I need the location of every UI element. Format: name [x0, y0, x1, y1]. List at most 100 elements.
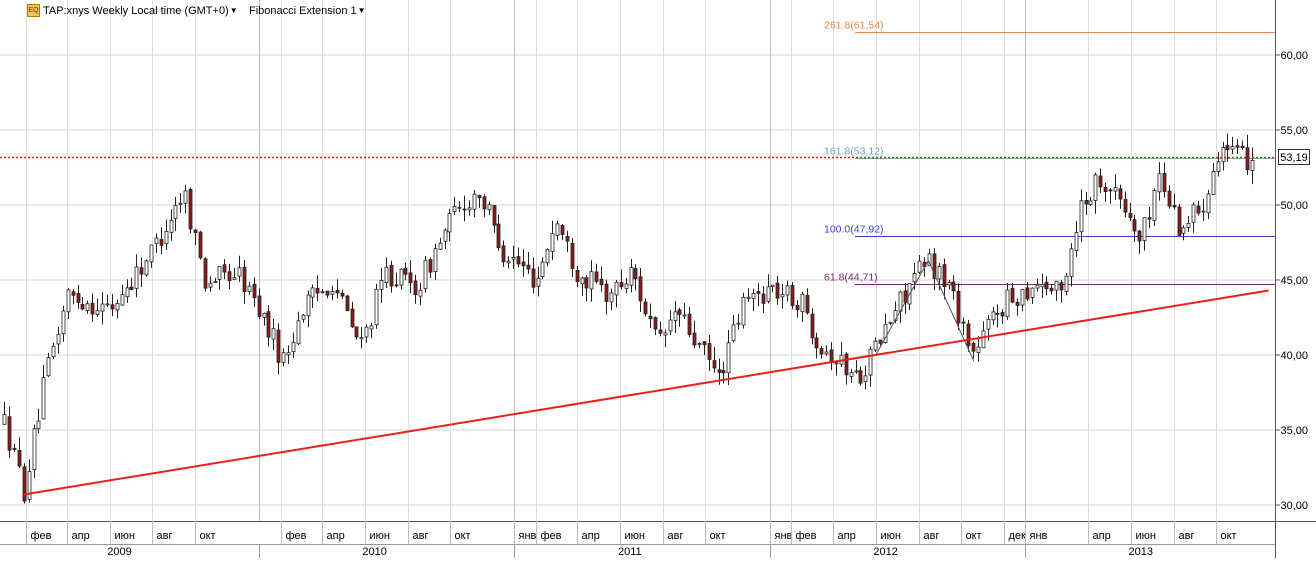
candle-up	[379, 280, 384, 290]
candle-up	[736, 322, 741, 325]
candle-down	[482, 196, 487, 210]
candle-down	[1132, 219, 1137, 232]
candle-up	[1054, 280, 1059, 291]
year-label: 2010	[362, 546, 386, 558]
candle-up	[883, 324, 888, 343]
candle-up	[1088, 200, 1093, 206]
candle-down	[428, 259, 433, 273]
candle-down	[692, 332, 697, 346]
candle-down	[717, 369, 722, 373]
x-tick-label: окт	[200, 530, 216, 542]
fib-level-label: 61.8(44,71)	[824, 272, 878, 284]
candle-up	[863, 375, 868, 383]
candle-up	[56, 333, 61, 345]
candle-up	[1186, 222, 1191, 228]
candle-down	[526, 264, 531, 270]
candle-down	[844, 353, 849, 376]
candle-up	[726, 342, 731, 374]
candle-up	[217, 266, 222, 280]
candle-up	[61, 310, 66, 335]
x-tick-label: авг	[413, 530, 429, 542]
candle-down	[810, 313, 815, 339]
candle-up	[27, 471, 32, 500]
candle-up	[51, 345, 56, 358]
candle-up	[1093, 174, 1098, 201]
symbol-dropdown-icon[interactable]: ▼	[229, 6, 238, 15]
candle-down	[1225, 145, 1230, 151]
candle-down	[951, 281, 956, 292]
candle-up	[580, 277, 585, 285]
candle-up	[144, 260, 149, 276]
y-tick-label: 60,00	[1280, 50, 1308, 62]
candle-down	[252, 283, 257, 299]
candle-up	[296, 320, 301, 345]
year-label: 2013	[1129, 546, 1153, 558]
candle-down	[819, 348, 824, 355]
candle-up	[306, 294, 311, 317]
candle-up	[1191, 204, 1196, 223]
candle-down	[242, 266, 247, 292]
candle-down	[1044, 281, 1049, 290]
candle-up	[981, 330, 986, 349]
candle-down	[594, 271, 599, 282]
candle-up	[310, 287, 315, 298]
y-tick-label: 30,00	[1280, 500, 1308, 512]
x-tick-label: окт	[710, 530, 726, 542]
x-tick-label: июн	[625, 530, 645, 542]
candle-down	[1147, 217, 1152, 220]
candle-down	[829, 349, 834, 363]
candle-up	[247, 285, 252, 293]
candle-down	[413, 280, 418, 296]
candle-down	[560, 225, 565, 235]
candles	[2, 133, 1255, 504]
candle-down	[7, 416, 12, 451]
candle-up	[46, 357, 51, 377]
candle-up	[1201, 210, 1206, 213]
candle-up	[457, 206, 462, 209]
candle-up	[746, 296, 751, 299]
candle-up	[1074, 232, 1079, 251]
candle-up	[330, 291, 335, 295]
x-tick-label: авг	[157, 530, 173, 542]
candle-up	[986, 319, 991, 330]
candle-down	[345, 295, 350, 312]
symbol-header[interactable]: EQ TAP:xnys Weekly Local time (GMT+0) ▼	[27, 3, 238, 18]
candle-down	[90, 303, 95, 315]
candle-up	[668, 319, 673, 332]
candle-down	[1015, 301, 1020, 306]
candle-up	[1152, 190, 1157, 221]
candle-down	[1010, 287, 1015, 303]
candle-up	[1230, 146, 1235, 150]
candle-down	[604, 283, 609, 302]
study-header[interactable]: Fibonacci Extension 1 ▼	[249, 3, 366, 18]
candle-down	[129, 286, 134, 291]
candle-down	[756, 291, 761, 294]
candle-up	[589, 271, 594, 290]
candle-down	[17, 450, 22, 467]
candle-down	[858, 370, 863, 384]
y-tick-label: 40,00	[1280, 350, 1308, 362]
candle-down	[1084, 199, 1089, 205]
last-price-label: 53,19	[1278, 149, 1310, 165]
candle-down	[1235, 145, 1240, 148]
candle-up	[540, 261, 545, 278]
x-tick-label: июн	[115, 530, 135, 542]
candle-up	[169, 219, 174, 233]
candle-up	[85, 303, 90, 311]
candle-down	[325, 290, 330, 296]
candle-down	[12, 447, 17, 450]
study-dropdown-icon[interactable]: ▼	[357, 6, 366, 15]
candle-up	[1005, 289, 1010, 318]
candle-up	[320, 291, 325, 294]
candle-down	[790, 285, 795, 306]
candle-up	[154, 237, 159, 245]
candle-down	[712, 360, 717, 369]
x-tick-label: апр	[327, 530, 345, 542]
candle-up	[32, 428, 37, 471]
candle-up	[452, 206, 457, 213]
candle-up	[472, 193, 477, 210]
candle-up	[105, 303, 110, 306]
candle-down	[350, 308, 355, 328]
